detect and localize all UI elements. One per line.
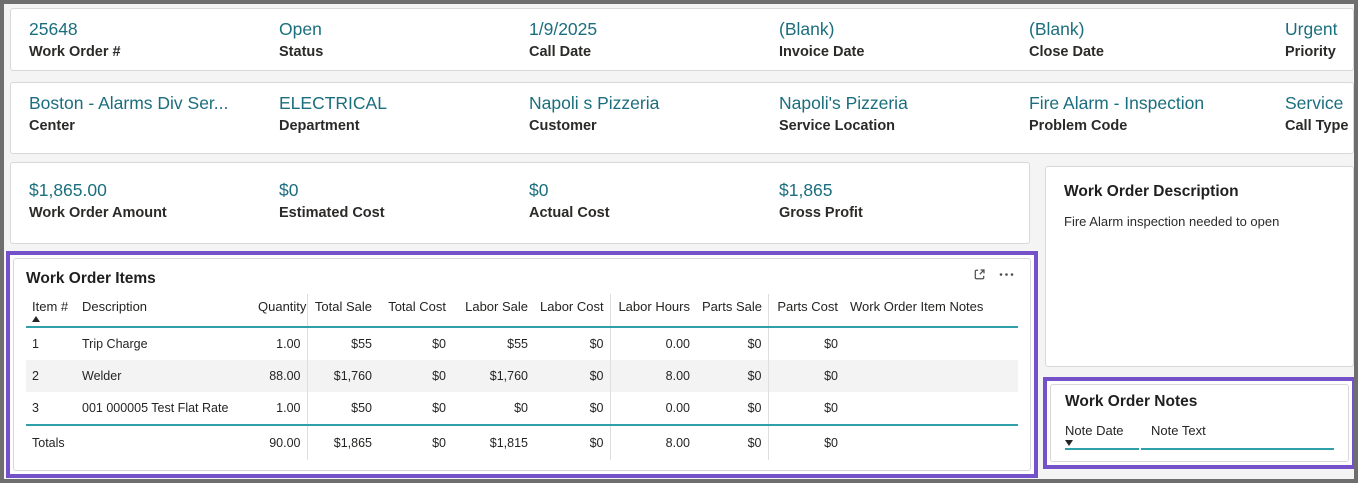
column-header-note-date[interactable]: Note Date <box>1065 423 1137 446</box>
totals-label: Totals <box>26 424 252 460</box>
table-row[interactable]: 2 Welder 88.00 $1,760 $0 $1,760 $0 8.00 … <box>26 360 1018 392</box>
kpi-value: $1,865 <box>779 180 833 200</box>
kpi-label: Customer <box>529 118 597 134</box>
more-options-icon[interactable] <box>999 272 1014 277</box>
column-header-quantity[interactable]: Quantity <box>252 294 308 328</box>
kpi-label: Priority <box>1285 44 1336 60</box>
kpi-service-location[interactable]: Napoli's Pizzeria Service Location <box>779 92 908 136</box>
work-order-notes-highlight-box: Work Order Notes Note Date Note Text <box>1043 377 1354 469</box>
kpi-value: Fire Alarm - Inspection <box>1029 93 1205 113</box>
kpi-value: Boston - Alarms Div Ser... <box>29 93 229 113</box>
work-order-notes-title: Work Order Notes <box>1065 393 1198 410</box>
work-order-description-title: Work Order Description <box>1064 183 1239 200</box>
kpi-value: $0 <box>279 180 299 200</box>
kpi-department[interactable]: ELECTRICAL Department <box>279 92 387 136</box>
kpi-card-row-1[interactable]: 25648 Work Order # Open Status 1/9/2025 … <box>10 8 1354 71</box>
kpi-card-row-2[interactable]: Boston - Alarms Div Ser... Center ELECTR… <box>10 82 1354 154</box>
work-order-items-highlight-box: Work Order Items <box>6 251 1038 478</box>
column-header-note-text[interactable]: Note Text <box>1151 423 1206 438</box>
totals-row: Totals 90.00 $1,865 $0 $1,815 $0 8.00 $0… <box>26 424 1018 460</box>
work-order-notes-card[interactable]: Work Order Notes Note Date Note Text <box>1050 384 1349 462</box>
kpi-value: (Blank) <box>779 19 835 39</box>
column-header-labor-cost[interactable]: Labor Cost <box>534 294 611 328</box>
table-row[interactable]: 1 Trip Charge 1.00 $55 $0 $55 $0 0.00 $0… <box>26 327 1018 360</box>
kpi-label: Call Type <box>1285 118 1349 134</box>
kpi-value: 25648 <box>29 19 78 39</box>
column-header-total-cost[interactable]: Total Cost <box>378 294 452 328</box>
kpi-label: Work Order # <box>29 44 121 60</box>
kpi-status[interactable]: Open Status <box>279 18 323 62</box>
sort-ascending-icon <box>32 316 40 322</box>
kpi-call-type[interactable]: Service Call Type <box>1285 92 1348 136</box>
kpi-customer[interactable]: Napoli s Pizzeria Customer <box>529 92 659 136</box>
kpi-value: 1/9/2025 <box>529 19 598 39</box>
kpi-label: Service Location <box>779 118 896 134</box>
kpi-value: (Blank) <box>1029 19 1085 39</box>
column-header-item-number[interactable]: Item # <box>26 294 76 328</box>
kpi-estimated-cost[interactable]: $0 Estimated Cost <box>279 179 385 223</box>
work-order-items-card[interactable]: Work Order Items <box>13 258 1031 471</box>
column-header-parts-sale[interactable]: Parts Sale <box>696 294 769 328</box>
kpi-card-row-3[interactable]: $1,865.00 Work Order Amount $0 Estimated… <box>10 162 1030 244</box>
kpi-label: Close Date <box>1029 44 1104 60</box>
table-row[interactable]: 3 001 000005 Test Flat Rate 1.00 $50 $0 … <box>26 392 1018 425</box>
column-header-labor-sale[interactable]: Labor Sale <box>452 294 534 328</box>
kpi-label: Problem Code <box>1029 118 1128 134</box>
kpi-actual-cost[interactable]: $0 Actual Cost <box>529 179 610 223</box>
kpi-value: $1,865.00 <box>29 180 107 200</box>
kpi-value: Service <box>1285 93 1344 113</box>
popout-icon[interactable] <box>972 267 987 282</box>
column-header-description[interactable]: Description <box>76 294 252 328</box>
kpi-value: Napoli s Pizzeria <box>529 93 660 113</box>
column-header-work-order-item-notes[interactable]: Work Order Item Notes <box>844 294 1018 328</box>
kpi-problem-code[interactable]: Fire Alarm - Inspection Problem Code <box>1029 92 1204 136</box>
kpi-value: Urgent <box>1285 19 1338 39</box>
kpi-label: Gross Profit <box>779 205 863 221</box>
work-order-description-text: Fire Alarm inspection needed to open <box>1064 214 1280 229</box>
column-header-labor-hours[interactable]: Labor Hours <box>610 294 696 328</box>
sort-descending-icon <box>1065 440 1073 446</box>
work-order-items-title: Work Order Items <box>26 270 156 287</box>
kpi-center[interactable]: Boston - Alarms Div Ser... Center <box>29 92 228 136</box>
kpi-work-order-number[interactable]: 25648 Work Order # <box>29 18 121 62</box>
kpi-value: Napoli's Pizzeria <box>779 93 908 113</box>
kpi-work-order-amount[interactable]: $1,865.00 Work Order Amount <box>29 179 167 223</box>
kpi-value: $0 <box>529 180 549 200</box>
kpi-label: Call Date <box>529 44 592 60</box>
notes-table-underline <box>1065 448 1334 450</box>
kpi-gross-profit[interactable]: $1,865 Gross Profit <box>779 179 863 223</box>
kpi-close-date[interactable]: (Blank) Close Date <box>1029 18 1104 62</box>
kpi-invoice-date[interactable]: (Blank) Invoice Date <box>779 18 864 62</box>
column-header-parts-cost[interactable]: Parts Cost <box>768 294 844 328</box>
kpi-label: Center <box>29 118 75 134</box>
kpi-label: Status <box>279 44 324 60</box>
kpi-label: Actual Cost <box>529 205 610 221</box>
work-order-description-card[interactable]: Work Order Description Fire Alarm inspec… <box>1045 166 1354 367</box>
kpi-label: Department <box>279 118 360 134</box>
kpi-label: Estimated Cost <box>279 205 385 221</box>
column-header-total-sale[interactable]: Total Sale <box>307 294 378 328</box>
items-header-row: Item # Description Quantity Total Sale T… <box>26 294 1018 328</box>
kpi-label: Invoice Date <box>779 44 865 60</box>
kpi-priority[interactable]: Urgent Priority <box>1285 18 1338 62</box>
kpi-label: Work Order Amount <box>29 205 167 221</box>
work-order-items-table: Item # Description Quantity Total Sale T… <box>26 294 1018 460</box>
kpi-value: Open <box>279 19 322 39</box>
kpi-value: ELECTRICAL <box>279 93 387 113</box>
kpi-call-date[interactable]: 1/9/2025 Call Date <box>529 18 597 62</box>
